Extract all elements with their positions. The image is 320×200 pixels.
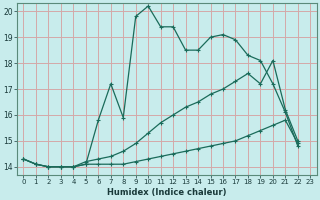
X-axis label: Humidex (Indice chaleur): Humidex (Indice chaleur) xyxy=(107,188,227,197)
